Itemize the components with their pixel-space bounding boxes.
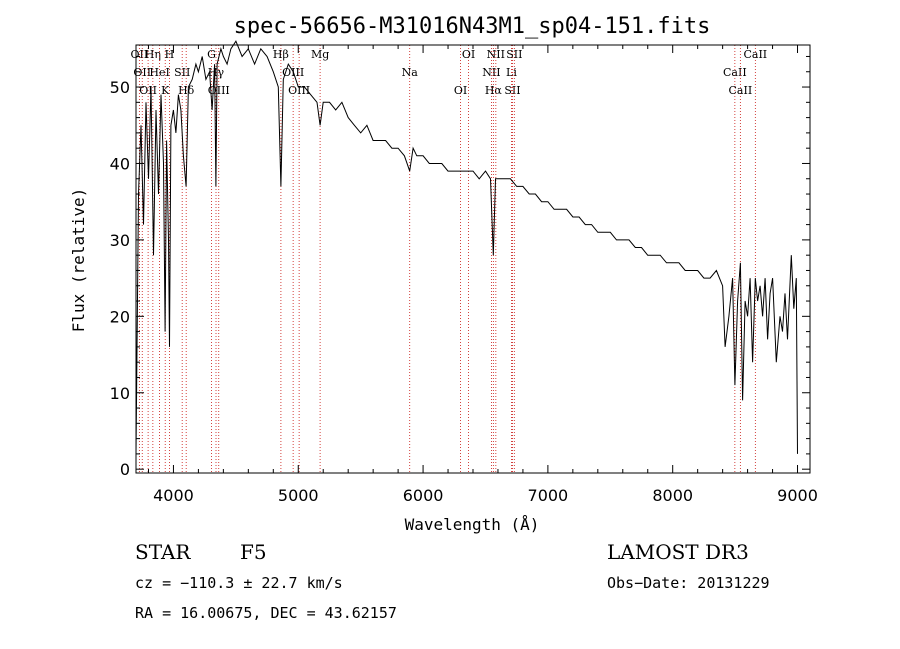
line-label-8: Hδ <box>178 84 195 97</box>
line-label-27: CaII <box>743 48 767 61</box>
y-tick-label-2: 20 <box>110 307 130 326</box>
spectral-line-markers: OIIOIIOIIHηHeIKHSIIHδGHγOIIIHβOIIIOIIIMg… <box>131 45 767 473</box>
line-label-21: NII <box>487 48 505 61</box>
x-tick-label-2: 6000 <box>403 486 444 505</box>
y-tick-label-4: 40 <box>110 154 130 173</box>
line-label-3: Hη <box>145 48 161 61</box>
line-label-26: CaII <box>729 84 753 97</box>
axis-ticks: 4000 5000 6000 7000 8000 9000 0 10 20 30 40 50 <box>110 45 818 505</box>
line-label-2: OII <box>139 84 157 97</box>
line-label-22: Li <box>506 66 517 79</box>
survey-name: LAMOST DR3 <box>607 540 749 564</box>
coordinates: RA = 16.00675, DEC = 43.62157 <box>135 604 397 622</box>
line-label-6: H <box>165 48 175 61</box>
x-tick-label-5: 9000 <box>777 486 818 505</box>
x-tick-label-1: 5000 <box>278 486 319 505</box>
redshift-velocity: cz = −110.3 ± 22.7 km/s <box>135 574 343 592</box>
chart-title: spec-56656-M31016N43M1_sp04-151.fits <box>234 14 711 39</box>
line-label-15: Mg <box>311 48 329 61</box>
line-label-24: SII <box>506 48 522 61</box>
line-label-20: Hα <box>485 84 503 97</box>
line-label-12: Hβ <box>273 48 289 61</box>
plot-frame <box>135 44 811 474</box>
line-label-7: SII <box>174 66 190 79</box>
y-tick-label-3: 30 <box>110 231 130 250</box>
y-tick-label-0: 0 <box>120 460 130 479</box>
line-label-4: HeI <box>149 66 169 79</box>
x-axis-label: Wavelength (Å) <box>405 515 540 534</box>
line-label-9: G <box>207 48 216 61</box>
spectrum-series <box>135 40 798 454</box>
object-subclass: F5 <box>240 540 267 564</box>
observation-date: Obs−Date: 20131229 <box>607 574 770 592</box>
spectrum-chart: spec-56656-M31016N43M1_sp04-151.fits OII… <box>69 14 818 534</box>
line-label-10: Hγ <box>208 66 225 79</box>
x-tick-label-0: 4000 <box>153 486 194 505</box>
line-label-23: SII <box>504 84 520 97</box>
x-tick-label-3: 7000 <box>528 486 569 505</box>
line-label-1: OII <box>133 66 151 79</box>
object-class: STAR <box>135 540 191 564</box>
y-tick-label-1: 10 <box>110 384 130 403</box>
line-label-5: K <box>161 84 170 97</box>
y-axis-label: Flux (relative) <box>69 188 88 333</box>
line-label-0: OII <box>131 48 149 61</box>
line-label-25: CaII <box>723 66 747 79</box>
line-label-16: Na <box>402 66 419 79</box>
line-label-18: OI <box>462 48 475 61</box>
y-tick-label-5: 50 <box>110 78 130 97</box>
line-label-17: OI <box>454 84 467 97</box>
x-tick-label-4: 8000 <box>652 486 693 505</box>
line-label-19: NII <box>482 66 500 79</box>
